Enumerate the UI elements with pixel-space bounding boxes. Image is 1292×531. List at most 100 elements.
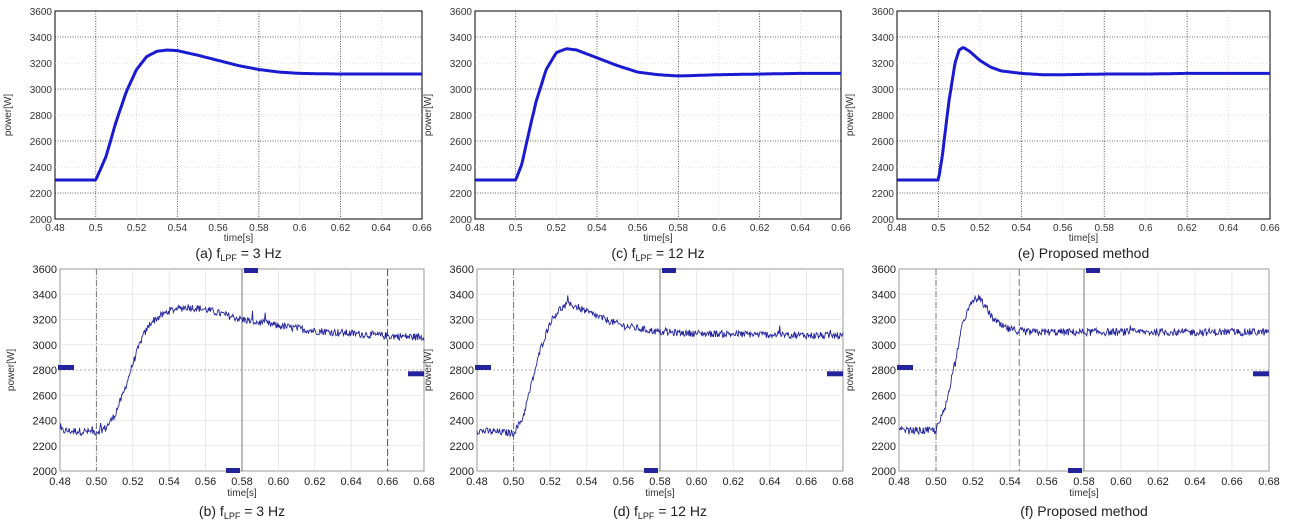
y-tick-label: 2600 xyxy=(450,390,474,402)
x-tick-label: 0.54 xyxy=(168,223,188,234)
series-line xyxy=(898,294,1270,436)
y-tick-label: 3000 xyxy=(872,340,896,352)
x-tick-label: 0.68 xyxy=(832,476,853,488)
y-tick-label: 3000 xyxy=(450,340,474,352)
trigger-marker-bottom xyxy=(1068,468,1082,473)
series-line xyxy=(54,48,423,182)
y-axis-label: power[W] xyxy=(6,349,17,391)
y-tick-label: 3000 xyxy=(30,85,53,96)
channel-marker-right xyxy=(827,371,843,377)
y-tick-label: 2200 xyxy=(30,189,53,200)
y-tick-label: 3600 xyxy=(33,264,57,276)
x-tick-label: 0.6 xyxy=(1139,223,1153,234)
y-tick-label: 3400 xyxy=(872,289,896,301)
x-tick-label: 0.62 xyxy=(304,476,325,488)
chart-caption: (e) Proposed method xyxy=(1018,245,1150,261)
x-tick-label: 0.62 xyxy=(722,476,743,488)
chart-caption: (c) fLPF = 12 Hz xyxy=(611,245,704,263)
x-axis-label: time[s] xyxy=(643,233,673,244)
y-tick-label: 3400 xyxy=(450,33,473,44)
y-tick-label: 3200 xyxy=(872,315,896,327)
y-tick-label: 3600 xyxy=(450,7,473,18)
x-tick-label: 0.66 xyxy=(1260,223,1280,234)
series-line xyxy=(476,295,844,438)
x-tick-label: 0.58 xyxy=(1094,223,1114,234)
x-tick-label: 0.64 xyxy=(791,223,811,234)
series-line xyxy=(896,46,1271,182)
x-tick-label: 0.58 xyxy=(249,223,269,234)
x-tick-label: 0.48 xyxy=(887,223,907,234)
x-axis-label: time[s] xyxy=(227,488,257,499)
y-tick-label: 3000 xyxy=(450,85,473,96)
y-tick-label: 3200 xyxy=(33,315,57,327)
x-tick-label: 0.54 xyxy=(587,223,607,234)
x-tick-label: 0.48 xyxy=(49,476,70,488)
chart-caption: (f) Proposed method xyxy=(1020,503,1148,519)
y-tick-label: 2200 xyxy=(33,441,57,453)
x-tick-label: 0.60 xyxy=(1110,476,1131,488)
x-tick-label: 0.5 xyxy=(931,223,945,234)
chart-c: 0.48 0.5 0.52 0.54 0.56 0.58 0.6 0.62 0.64 0.66 20… xyxy=(423,7,851,263)
y-tick-label: 2000 xyxy=(30,215,53,226)
y-tick-label: 3600 xyxy=(872,264,896,276)
x-tick-label: 0.64 xyxy=(1219,223,1239,234)
y-axis-label: power[W] xyxy=(3,94,14,136)
x-tick-label: 0.48 xyxy=(465,223,485,234)
x-tick-label: 0.66 xyxy=(412,223,432,234)
y-tick-label: 2400 xyxy=(872,163,895,174)
series-line xyxy=(474,47,842,182)
y-axis-label: power[W] xyxy=(423,349,434,391)
y-tick-label: 2000 xyxy=(33,466,57,478)
x-tick-label: 0.50 xyxy=(86,476,107,488)
y-tick-label: 3400 xyxy=(872,33,895,44)
channel-marker-left xyxy=(897,364,913,370)
x-tick-label: 0.68 xyxy=(413,476,434,488)
x-tick-label: 0.56 xyxy=(1036,476,1057,488)
x-tick-label: 0.56 xyxy=(1053,223,1073,234)
y-axis-label: power[W] xyxy=(845,94,856,136)
y-tick-label: 3400 xyxy=(33,289,57,301)
x-tick-label: 0.58 xyxy=(1073,476,1094,488)
x-tick-label: 0.54 xyxy=(576,476,597,488)
x-tick-label: 0.52 xyxy=(127,223,147,234)
chart-e: 0.48 0.5 0.52 0.54 0.56 0.58 0.6 0.62 0.64 0.66 20… xyxy=(845,7,1280,261)
chart-f: 0.48 0.50 0.52 0.54 0.56 0.58 0.60 0.62 0.64 0.66… xyxy=(845,264,1280,519)
x-tick-label: 0.64 xyxy=(340,476,361,488)
trigger-marker-bottom xyxy=(644,468,658,473)
y-tick-label: 2400 xyxy=(872,416,896,428)
x-tick-label: 0.54 xyxy=(999,476,1020,488)
y-tick-label: 3200 xyxy=(450,315,474,327)
y-tick-label: 3600 xyxy=(872,7,895,18)
x-tick-label: 0.54 xyxy=(158,476,179,488)
x-tick-label: 0.56 xyxy=(613,476,634,488)
y-axis-label: power[W] xyxy=(423,94,434,136)
y-tick-label: 2400 xyxy=(33,416,57,428)
y-tick-label: 2600 xyxy=(872,390,896,402)
y-tick-label: 3400 xyxy=(30,33,53,44)
x-tick-label: 0.62 xyxy=(750,223,770,234)
x-tick-label: 0.54 xyxy=(1012,223,1032,234)
x-tick-label: 0.50 xyxy=(925,476,946,488)
trigger-marker-top xyxy=(662,268,676,273)
x-tick-label: 0.56 xyxy=(195,476,216,488)
x-tick-label: 0.52 xyxy=(547,223,567,234)
y-tick-label: 2800 xyxy=(450,365,474,377)
y-tick-label: 2800 xyxy=(872,365,896,377)
y-tick-label: 2000 xyxy=(450,215,473,226)
x-axis-label: time[s] xyxy=(1069,233,1099,244)
chart-caption: (d) fLPF = 12 Hz xyxy=(613,503,707,521)
y-tick-label: 3600 xyxy=(450,264,474,276)
channel-marker-right xyxy=(408,371,424,377)
y-tick-label: 2400 xyxy=(30,163,53,174)
x-tick-label: 0.66 xyxy=(796,476,817,488)
x-tick-label: 0.50 xyxy=(503,476,524,488)
x-axis-label: time[s] xyxy=(645,488,675,499)
y-tick-label: 2600 xyxy=(33,390,57,402)
y-tick-label: 3200 xyxy=(30,59,53,70)
y-tick-label: 2600 xyxy=(872,137,895,148)
x-tick-label: 0.58 xyxy=(649,476,670,488)
y-tick-label: 2400 xyxy=(450,163,473,174)
x-tick-label: 0.48 xyxy=(45,223,65,234)
x-tick-label: 0.48 xyxy=(888,476,909,488)
x-tick-label: 0.6 xyxy=(293,223,307,234)
